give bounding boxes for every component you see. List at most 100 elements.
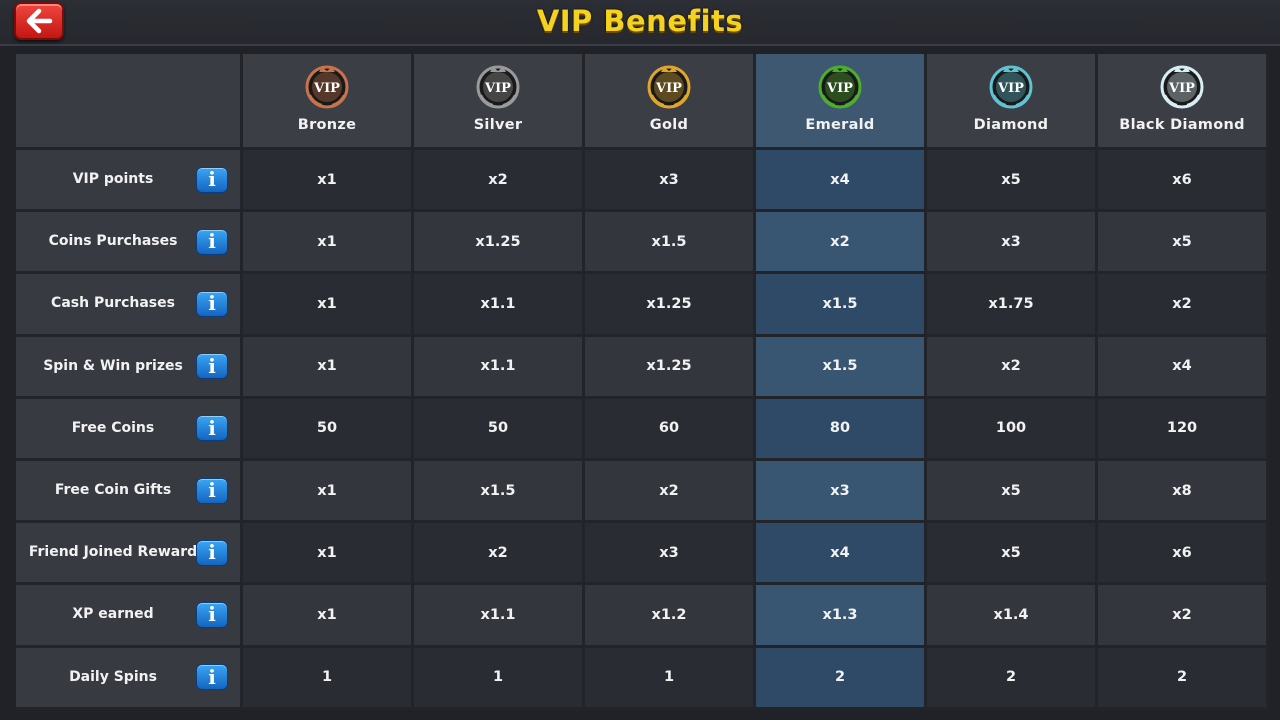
benefit-value: x5: [927, 150, 1098, 213]
benefit-value: x1.1: [414, 274, 585, 337]
info-icon[interactable]: i: [196, 228, 228, 255]
benefit-value: x2: [414, 523, 585, 586]
back-button[interactable]: [14, 2, 64, 40]
benefit-value: 1: [243, 647, 414, 710]
tier-name: Gold: [649, 117, 689, 133]
benefit-value: 1: [585, 647, 756, 710]
benefit-value: x3: [585, 523, 756, 586]
row-label: Spin & Win prizes i: [16, 336, 243, 399]
vip-badge-icon: VIP: [305, 65, 349, 109]
benefit-value: x1.75: [927, 274, 1098, 337]
benefit-value: x1.25: [414, 212, 585, 275]
benefit-value: x3: [927, 212, 1098, 275]
benefit-value: x4: [1098, 336, 1269, 399]
tier-header-diamond: VIP Diamond: [927, 54, 1098, 150]
benefit-value: x5: [927, 523, 1098, 586]
info-icon[interactable]: i: [196, 601, 228, 628]
benefit-value: x1.5: [414, 460, 585, 524]
badge-text: VIP: [997, 81, 1024, 96]
benefit-value: x1: [243, 523, 414, 586]
benefit-value: x1: [243, 460, 414, 524]
benefit-value: x2: [414, 150, 585, 213]
info-icon[interactable]: i: [196, 664, 228, 691]
vip-badge-icon: VIP: [818, 65, 862, 109]
benefit-value: x1.5: [756, 336, 927, 399]
benefit-value: 2: [756, 647, 927, 710]
badge-text: VIP: [484, 81, 511, 96]
badge-text: VIP: [313, 81, 340, 96]
benefit-value: x3: [585, 150, 756, 213]
tier-header-black-diamond: VIP Black Diamond: [1098, 54, 1269, 150]
row-label: XP earned i: [16, 585, 243, 648]
tier-header-silver: VIP Silver: [414, 54, 585, 150]
tier-name: Silver: [473, 117, 523, 133]
row-label-text: XP earned: [72, 606, 154, 623]
vip-badge-icon: VIP: [647, 65, 691, 109]
row-label-text: Coins Purchases: [48, 233, 178, 250]
row-label-text: Free Coin Gifts: [54, 482, 172, 499]
tier-header-gold: VIP Gold: [585, 54, 756, 150]
row-label: Free Coin Gifts i: [16, 460, 243, 524]
info-icon[interactable]: i: [196, 166, 228, 193]
row-label: VIP points i: [16, 150, 243, 213]
benefit-value: x1: [243, 212, 414, 275]
benefit-value: x6: [1098, 150, 1269, 213]
tier-header-emerald: VIP Emerald: [756, 54, 927, 150]
vip-benefits-table: VIP Bronze VIP Silver VIP Gold VIP Emerald VIP Di…: [16, 54, 1272, 720]
benefit-value: x1: [243, 274, 414, 337]
info-icon[interactable]: i: [196, 353, 228, 380]
benefit-value: 50: [243, 398, 414, 461]
row-label-text: Daily Spins: [69, 668, 157, 685]
benefit-value: 2: [1098, 647, 1269, 710]
info-icon[interactable]: i: [196, 290, 228, 317]
vip-badge-icon: VIP: [989, 65, 1033, 109]
benefit-value: 100: [927, 398, 1098, 461]
benefit-value: x1: [243, 336, 414, 399]
row-label: Free Coins i: [16, 398, 243, 461]
tier-header-bronze: VIP Bronze: [243, 54, 414, 150]
benefit-value: x6: [1098, 523, 1269, 586]
benefit-value: x4: [756, 523, 927, 586]
benefit-value: x1: [243, 150, 414, 213]
benefit-value: 1: [414, 647, 585, 710]
benefit-value: x2: [927, 336, 1098, 399]
row-label-text: Friend Joined Reward: [28, 544, 198, 561]
benefit-value: x3: [756, 460, 927, 524]
badge-text: VIP: [1168, 81, 1195, 96]
header-bar: VIP Benefits: [0, 0, 1280, 46]
info-icon[interactable]: i: [196, 415, 228, 442]
benefit-value: x1.1: [414, 336, 585, 399]
row-label: Daily Spins i: [16, 647, 243, 710]
benefit-value: x1: [243, 585, 414, 648]
benefit-value: x1.3: [756, 585, 927, 648]
row-label: Coins Purchases i: [16, 212, 243, 275]
benefit-value: x8: [1098, 460, 1269, 524]
benefit-value: x1.4: [927, 585, 1098, 648]
benefit-value: x1.25: [585, 274, 756, 337]
benefit-value: x1.2: [585, 585, 756, 648]
benefit-value: x1.5: [585, 212, 756, 275]
benefit-value: 2: [927, 647, 1098, 710]
row-label-text: Cash Purchases: [51, 295, 175, 312]
page-title: VIP Benefits: [536, 4, 744, 38]
benefit-value: x2: [756, 212, 927, 275]
row-label: Friend Joined Reward i: [16, 523, 243, 586]
tier-name: Diamond: [973, 117, 1049, 133]
row-label-text: Spin & Win prizes: [43, 357, 183, 374]
badge-text: VIP: [655, 81, 682, 96]
row-label: Cash Purchases i: [16, 274, 243, 337]
info-icon[interactable]: i: [196, 539, 228, 566]
benefit-value: 50: [414, 398, 585, 461]
table-corner: [16, 54, 243, 150]
benefit-value: x1.1: [414, 585, 585, 648]
badge-text: VIP: [826, 81, 853, 96]
benefit-value: x2: [1098, 585, 1269, 648]
back-arrow-icon: [26, 8, 53, 34]
vip-badge-icon: VIP: [476, 65, 520, 109]
info-icon[interactable]: i: [196, 477, 228, 504]
benefit-value: 60: [585, 398, 756, 461]
vip-badge-icon: VIP: [1160, 65, 1204, 109]
benefit-value: 80: [756, 398, 927, 461]
tier-name: Emerald: [805, 117, 875, 133]
